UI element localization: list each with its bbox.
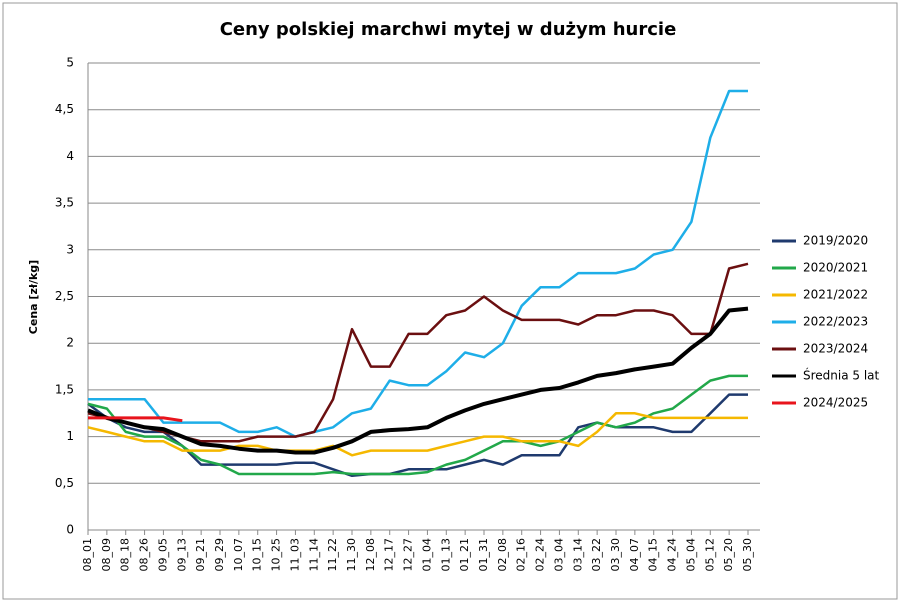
series-line <box>87 262 749 443</box>
series-line <box>87 374 748 476</box>
chart-title: Ceny polskiej marchwi mytej w dużym hurc… <box>220 19 677 40</box>
x-tick-label: 05_30 <box>741 538 754 572</box>
x-tick-label: 03_04 <box>552 538 565 572</box>
legend-label: 2024/2025 <box>803 396 868 410</box>
x-tick-label: 04_24 <box>666 538 679 572</box>
series-line <box>87 412 748 457</box>
x-tick-label: 01_31 <box>477 538 490 572</box>
x-tick-label: 01_13 <box>439 538 452 572</box>
x-tick-label: 08_09 <box>100 538 113 572</box>
legend-label: 2021/2022 <box>803 288 868 302</box>
legend-label: 2023/2024 <box>803 342 868 356</box>
x-tick-label: 05_20 <box>722 538 735 572</box>
x-tick-label: 11_22 <box>326 538 339 572</box>
x-tick-label: 08_18 <box>119 538 132 572</box>
x-tick-label: 08_01 <box>81 538 94 572</box>
y-tick-label: 4 <box>66 149 74 163</box>
y-tick-label: 2,5 <box>55 289 74 303</box>
x-tick-label: 10_25 <box>270 538 283 572</box>
y-tick-label: 1 <box>66 429 74 443</box>
series-line <box>87 393 748 478</box>
x-tick-label: 09_13 <box>175 538 188 572</box>
y-tick-label: 2 <box>66 336 74 350</box>
x-tick-label: 05_04 <box>684 538 697 572</box>
legend-label: 2020/2021 <box>803 261 868 275</box>
series-line <box>88 416 183 423</box>
series-line <box>87 306 749 455</box>
x-tick-label: 04_15 <box>647 538 660 572</box>
x-tick-label: 01_21 <box>458 538 471 572</box>
x-tick-label: 03_14 <box>571 538 584 572</box>
x-tick-label: 05_12 <box>703 538 716 572</box>
x-tick-label: 11_30 <box>345 538 358 572</box>
x-tick-label: 11_14 <box>307 538 320 572</box>
y-axis-label: Cena [zł/kg] <box>27 260 40 334</box>
y-tick-label: 4,5 <box>55 102 74 116</box>
x-tick-label: 11_03 <box>288 538 301 572</box>
x-tick-label: 08_26 <box>138 538 151 572</box>
y-tick-label: 0,5 <box>55 476 74 490</box>
x-tick-label: 02_24 <box>534 538 547 572</box>
x-tick-label: 12_08 <box>364 538 377 572</box>
x-tick-label: 10_15 <box>251 538 264 572</box>
y-tick-label: 3 <box>66 242 74 256</box>
y-tick-label: 5 <box>66 56 74 70</box>
x-tick-label: 09_05 <box>156 538 169 572</box>
legend-label: 2019/2020 <box>803 234 868 248</box>
x-tick-label: 02_08 <box>496 538 509 572</box>
x-tick-label: 09_21 <box>194 538 207 572</box>
legend-label: Średnia 5 lat <box>803 368 880 383</box>
x-tick-label: 03_30 <box>609 538 622 572</box>
x-tick-label: 12_27 <box>402 538 415 572</box>
y-tick-label: 0 <box>66 523 74 537</box>
series-line <box>88 89 748 438</box>
x-tick-label: 10_07 <box>232 538 245 572</box>
x-tick-label: 12_17 <box>383 538 396 572</box>
legend-label: 2022/2023 <box>803 315 868 329</box>
x-tick-label: 02_16 <box>515 538 528 572</box>
y-tick-label: 3,5 <box>55 196 74 210</box>
x-tick-label: 01_04 <box>420 538 433 572</box>
x-tick-label: 04_07 <box>628 538 641 572</box>
x-tick-label: 09_29 <box>213 538 226 572</box>
x-tick-label: 03_22 <box>590 538 603 572</box>
y-tick-label: 1,5 <box>55 382 74 396</box>
